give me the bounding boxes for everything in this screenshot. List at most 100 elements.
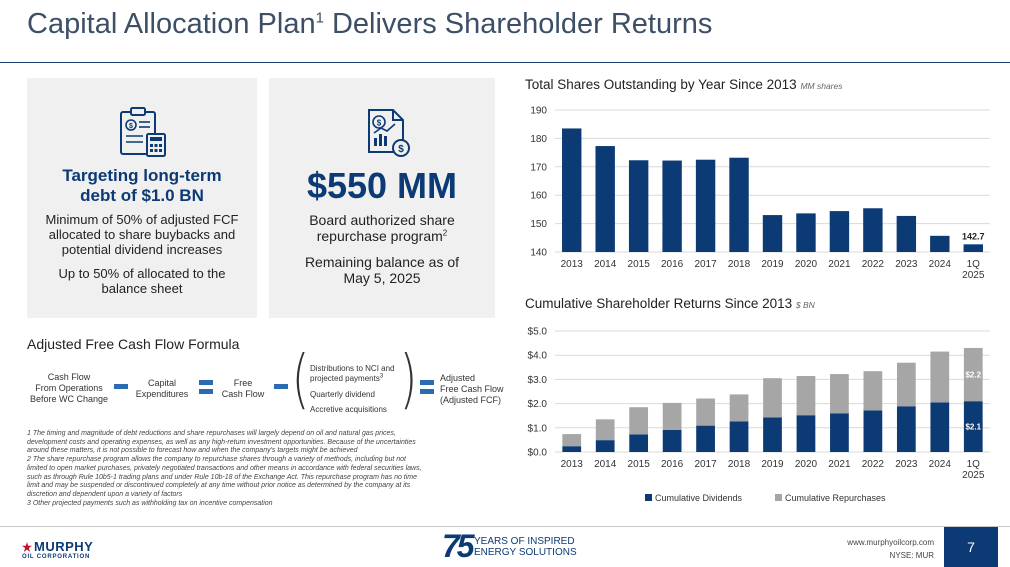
- bar: [628, 160, 649, 252]
- data-label: $2.1: [965, 423, 981, 432]
- bar-segment: [696, 425, 715, 452]
- term-line: Free Cash Flow: [440, 384, 504, 394]
- x-tick-label: 2023: [895, 259, 918, 270]
- footnote-line: 1 The timing and magnitude of debt reduc…: [27, 430, 396, 437]
- term-line: Expenditures: [135, 389, 189, 399]
- x-tick-label: 2017: [694, 259, 717, 270]
- x-tick-label: 2014: [594, 459, 617, 470]
- shares-outstanding-chart: 140 150 160 170 180 190 142.7 2013 2014 2015 2016 2…: [530, 106, 990, 281]
- bar-segment: [763, 378, 782, 418]
- page-title: Capital Allocation Plan1 Delivers Shareh…: [27, 8, 712, 41]
- returns-chart-title: Cumulative Shareholder Returns Since 201…: [525, 296, 815, 311]
- x-tick-label: 1Q: [967, 459, 981, 470]
- bar: [729, 157, 749, 252]
- footnote-line: limited to open market purchases, privat…: [27, 464, 422, 472]
- murphy-logo: MURPHY OIL CORPORATION: [22, 540, 93, 561]
- body-line: Board authorized share: [309, 212, 455, 228]
- formula-heading: Adjusted Free Cash Flow Formula: [27, 336, 240, 352]
- chart-title-text: Cumulative Shareholder Returns Since 201…: [525, 296, 793, 311]
- website-link[interactable]: www.murphyoilcorp.com: [847, 538, 934, 547]
- y-tick-label: 140: [530, 248, 547, 259]
- footnote-line: 3 Other projected payments such as withh…: [27, 499, 273, 507]
- bar-segment: [830, 374, 849, 414]
- y-tick-label: $5.0: [528, 327, 548, 338]
- body-line: Minimum of 50% of adjusted FCF: [45, 212, 239, 227]
- bar-segment: [729, 394, 749, 422]
- term-line: Cash Flow: [221, 389, 265, 399]
- footnote-ref: 2: [442, 228, 448, 238]
- body-line: balance sheet: [101, 281, 183, 296]
- paren-item-acquisitions: Accretive acquisitions: [310, 405, 387, 414]
- x-tick-label: 2025: [962, 270, 985, 281]
- title-divider: [0, 62, 1010, 63]
- bar-segment: [562, 446, 582, 452]
- logo-subtitle: OIL CORPORATION: [22, 554, 91, 560]
- bar-segment: [629, 434, 649, 452]
- clipboard-calculator-icon: $: [113, 106, 171, 163]
- heading-line: Targeting long-term: [62, 166, 222, 185]
- formula-term-capex: Capital Expenditures: [130, 378, 194, 400]
- x-tick-label: 2018: [728, 459, 751, 470]
- bar: [695, 159, 716, 252]
- bar-segment: [662, 429, 682, 452]
- logo-name: MURPHY: [34, 539, 94, 554]
- y-tick-label: 170: [530, 162, 547, 173]
- x-tick-label: 1Q: [967, 259, 981, 270]
- bar-segment: [963, 401, 983, 452]
- anniversary-75-logo: 75: [442, 528, 475, 564]
- x-tick-label: 2013: [561, 459, 584, 470]
- x-tick-label: 2014: [594, 259, 617, 270]
- svg-text:$: $: [377, 119, 382, 128]
- term-line: (Adjusted FCF): [440, 395, 502, 405]
- equals-sign: [420, 380, 434, 385]
- paren-item-distributions: Distributions to NCI and projected payme…: [310, 364, 394, 384]
- body-line: repurchase program2: [269, 228, 495, 244]
- debt-target-panel: $ Targeting long-term debt of $1.0 BN Mi…: [27, 78, 257, 318]
- equals-sign: [420, 389, 434, 394]
- x-tick-label: 2015: [628, 259, 651, 270]
- repurchase-amount: $550 MM: [306, 165, 458, 206]
- bar-segment: [930, 402, 950, 452]
- close-paren: ): [399, 343, 418, 417]
- shareholder-returns-chart: $0.0 $1.0 $2.0 $3.0 $4.0 $5.0 $2.1 $2.2 2013 2014…: [528, 327, 990, 503]
- x-tick-label: 2024: [929, 459, 952, 470]
- y-tick-label: 150: [530, 219, 547, 230]
- term-line: Capital: [147, 378, 176, 388]
- body-line: Up to 50% of allocated to the: [58, 266, 226, 281]
- bar-segment: [595, 419, 615, 441]
- allocation-text: Minimum of 50% of adjusted FCF allocated…: [27, 212, 257, 257]
- footnote-line: limit and may be suspended or discontinu…: [27, 482, 411, 490]
- equals-sign: [199, 380, 213, 385]
- x-tick-label: 2021: [828, 259, 851, 270]
- bar: [562, 128, 582, 252]
- bar: [662, 160, 682, 252]
- x-tick-label: 2024: [929, 259, 952, 270]
- y-tick-label: 190: [530, 106, 547, 117]
- legend-swatch: [645, 494, 652, 501]
- footnote-line: 2 The share repurchase program allows th…: [27, 456, 406, 464]
- bar-segment: [863, 371, 883, 411]
- term-line: From Operations: [35, 383, 103, 393]
- bar: [963, 244, 983, 252]
- bar-segment: [796, 415, 816, 452]
- legend-swatch: [775, 494, 782, 501]
- x-tick-label: 2019: [761, 259, 784, 270]
- x-tick-label: 2025: [962, 470, 985, 481]
- x-tick-label: 2020: [795, 459, 818, 470]
- bar-segment: [662, 402, 682, 430]
- body-line: May 5, 2025: [343, 270, 421, 286]
- bar-segment: [830, 413, 849, 452]
- bar-segment: [595, 440, 615, 452]
- title-footnote-ref: 1: [315, 9, 324, 27]
- footnote-line: development costs and operating expenses…: [27, 438, 416, 446]
- x-tick-label: 2020: [795, 259, 818, 270]
- term-line: Before WC Change: [29, 394, 109, 404]
- legend-label: Cumulative Repurchases: [785, 493, 886, 503]
- bar: [863, 208, 883, 252]
- equals-sign: [199, 389, 213, 394]
- footnote-line: around these matters, it is not possible…: [27, 447, 358, 455]
- item-line: projected payments3: [310, 373, 394, 384]
- formula-term-adjusted-fcf: Adjusted Free Cash Flow (Adjusted FCF): [440, 373, 506, 406]
- svg-text:$: $: [129, 123, 133, 130]
- formula-term-fcf: Free Cash Flow: [214, 378, 272, 400]
